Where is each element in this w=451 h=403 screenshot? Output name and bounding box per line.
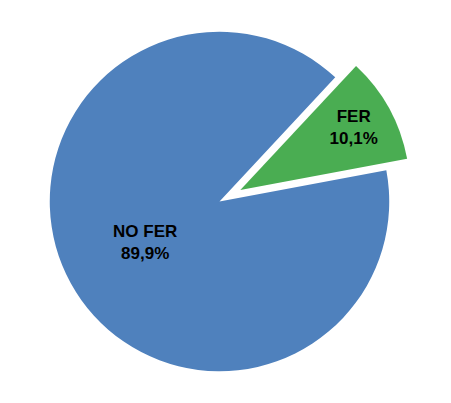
svg-text:NO FER89,9%: NO FER89,9% (113, 222, 177, 263)
svg-text:FER10,1%: FER10,1% (330, 107, 378, 148)
